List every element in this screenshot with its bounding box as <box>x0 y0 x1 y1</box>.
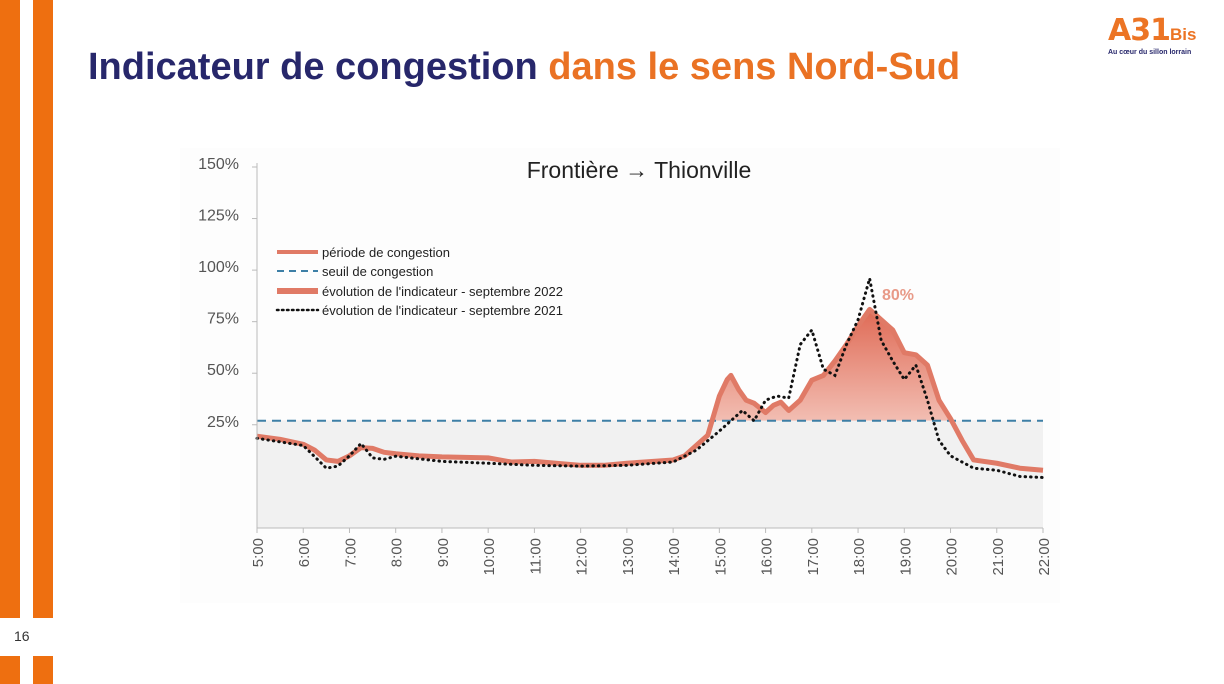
x-tick-label: 5:00 <box>250 538 267 567</box>
x-tick-label: 20:00 <box>944 538 961 576</box>
x-tick-label: 14:00 <box>666 538 683 576</box>
x-tick-label: 10:00 <box>481 538 498 576</box>
y-tick-label: 150% <box>198 156 239 173</box>
chart-title: Frontière → Thionville <box>527 157 752 183</box>
x-tick-label: 15:00 <box>712 538 729 576</box>
logo-suffix: Bis <box>1169 25 1197 44</box>
decorative-stripe <box>33 0 53 684</box>
x-tick-label: 17:00 <box>805 538 822 576</box>
below-threshold-band <box>257 420 1043 528</box>
x-tick-label: 11:00 <box>527 538 544 574</box>
logo-tagline: Au cœur du sillon lorrain <box>1108 49 1192 56</box>
slide-title: Indicateur de congestion dans le sens No… <box>88 44 960 90</box>
page-number: 16 <box>14 628 30 644</box>
logo-main: A31 <box>1108 13 1171 48</box>
x-tick-label: 22:00 <box>1036 538 1053 576</box>
peak-annotation: 80% <box>882 287 914 304</box>
x-tick-label: 13:00 <box>620 538 637 576</box>
x-tick-label: 6:00 <box>296 538 313 567</box>
x-tick-label: 21:00 <box>990 538 1007 576</box>
legend-label: période de congestion <box>322 245 450 260</box>
legend-label: seuil de congestion <box>322 264 433 279</box>
x-tick-label: 16:00 <box>759 538 776 576</box>
logo: A31Bis Au cœur du sillon lorrain <box>1108 14 1220 58</box>
congestion-period-area <box>257 309 1043 421</box>
y-tick-label: 125% <box>198 208 239 225</box>
x-tick-label: 7:00 <box>342 538 359 567</box>
series-2022-line <box>256 306 1044 473</box>
x-tick-label: 9:00 <box>435 538 452 567</box>
title-part-1: Indicateur de congestion <box>88 46 538 88</box>
y-tick-label: 50% <box>207 362 239 379</box>
legend-label: évolution de l'indicateur - septembre 20… <box>322 284 563 299</box>
x-tick-label: 18:00 <box>851 538 868 576</box>
x-tick-label: 19:00 <box>897 538 914 576</box>
legend: période de congestion seuil de congestio… <box>275 245 563 318</box>
y-tick-label: 75% <box>207 311 239 328</box>
stripe-gap <box>0 618 60 656</box>
title-part-2: dans le sens Nord-Sud <box>548 46 961 88</box>
y-tick-label: 100% <box>198 259 239 276</box>
x-tick-label: 12:00 <box>574 538 591 576</box>
x-tick-label: 8:00 <box>389 538 406 567</box>
y-tick-label: 25% <box>207 414 239 431</box>
decorative-stripe <box>0 0 20 684</box>
legend-label: évolution de l'indicateur - septembre 20… <box>322 303 563 318</box>
series-2021-line <box>255 278 1045 479</box>
